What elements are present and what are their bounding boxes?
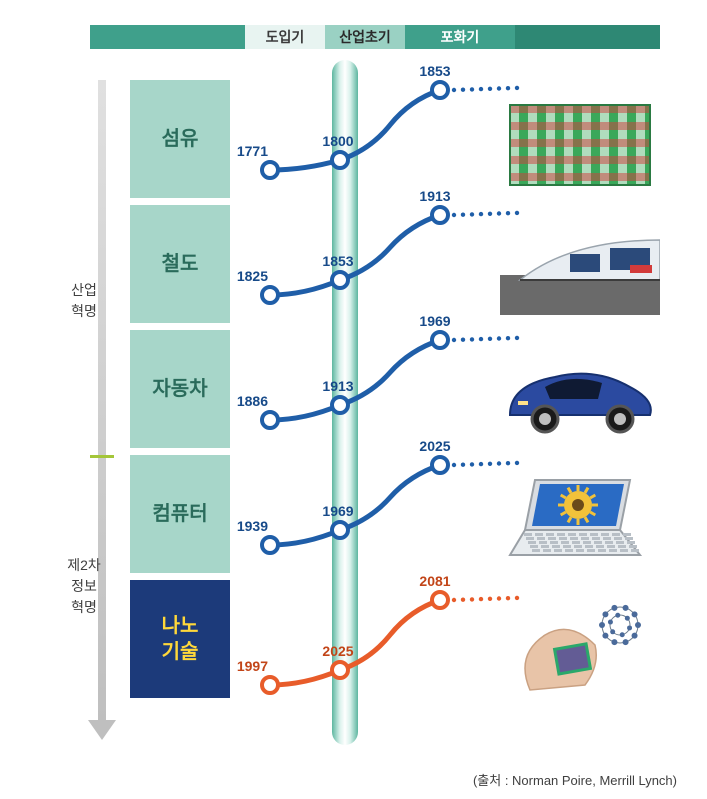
year-label: 1913 xyxy=(322,378,353,394)
credit-text: (출처 : Norman Poire, Merrill Lynch) xyxy=(473,770,677,789)
year-label: 1969 xyxy=(322,503,353,519)
year-label: 1886 xyxy=(237,393,268,409)
era-label: 산업혁명 xyxy=(60,280,108,322)
year-label: 1969 xyxy=(419,313,450,329)
tech-thumbnail xyxy=(500,595,660,695)
year-label: 1771 xyxy=(237,143,268,159)
tech-thumbnail xyxy=(500,95,660,195)
year-label: 1853 xyxy=(419,63,450,79)
year-label: 2025 xyxy=(322,643,353,659)
year-label: 1825 xyxy=(237,268,268,284)
year-label: 1913 xyxy=(419,188,450,204)
year-label: 2025 xyxy=(419,438,450,454)
timeline-arrow xyxy=(90,80,114,740)
phase-segment: 도입기 xyxy=(245,25,325,49)
arrow-body xyxy=(98,80,106,720)
phase-segment xyxy=(90,25,245,49)
year-label: 1800 xyxy=(322,133,353,149)
phase-header: 도입기산업초기포화기 xyxy=(90,25,657,49)
tech-block: 나노기술 xyxy=(130,580,230,698)
year-label: 1853 xyxy=(322,253,353,269)
tech-block: 컴퓨터 xyxy=(130,455,230,573)
tech-thumbnail xyxy=(500,345,660,445)
tech-block: 섬유 xyxy=(130,80,230,198)
tech-thumbnail xyxy=(500,470,660,570)
phase-segment: 포화기 xyxy=(405,25,515,49)
era-label: 제2차정보혁명 xyxy=(60,555,108,618)
phase-segment: 산업초기 xyxy=(325,25,405,49)
year-label: 1997 xyxy=(237,658,268,674)
year-label: 1939 xyxy=(237,518,268,534)
arrow-head-icon xyxy=(88,720,116,740)
arrow-divider xyxy=(90,455,114,458)
phase-segment xyxy=(515,25,660,49)
tech-block: 철도 xyxy=(130,205,230,323)
year-label: 2081 xyxy=(419,573,450,589)
tech-block: 자동차 xyxy=(130,330,230,448)
tech-thumbnail xyxy=(500,220,660,320)
